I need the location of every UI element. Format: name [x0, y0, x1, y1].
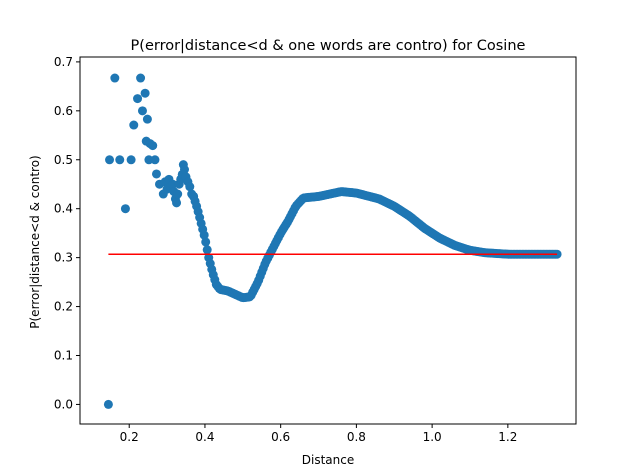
scatter-point: [148, 141, 158, 151]
scatter-point: [172, 198, 182, 208]
scatter-point: [180, 165, 190, 175]
scatter-point: [168, 179, 178, 189]
scatter-point: [110, 73, 120, 83]
y-tick-label: 0.2: [54, 300, 73, 314]
scatter-point: [201, 237, 211, 247]
y-tick-label: 0.4: [54, 202, 73, 216]
plot-frame: [79, 56, 577, 425]
x-tick-label: 0.4: [195, 430, 214, 444]
scatter-point: [137, 106, 147, 116]
scatter-point: [120, 204, 130, 214]
scatter-point: [136, 73, 146, 83]
y-tick-label: 0.6: [54, 104, 73, 118]
y-axis-label: P(error|distance<d & contro): [28, 155, 42, 328]
x-tick-label: 0.8: [347, 430, 366, 444]
scatter-point: [140, 88, 150, 98]
scatter-point: [133, 94, 143, 104]
y-tick-label: 0.7: [54, 55, 73, 69]
y-tick-label: 0.1: [54, 348, 73, 362]
scatter-point: [150, 155, 160, 165]
scatter-point: [115, 155, 125, 165]
scatter-point: [173, 189, 183, 199]
scatter-point: [126, 155, 136, 165]
x-tick-label: 1.2: [498, 430, 517, 444]
scatter-point: [129, 120, 139, 130]
x-axis-label: Distance: [302, 453, 354, 467]
scatter-point: [202, 245, 212, 255]
scatter-point: [151, 169, 161, 179]
y-tick-label: 0.0: [54, 397, 73, 411]
chart-title: P(error|distance<d & one words are contr…: [131, 38, 526, 54]
scatter-point: [103, 399, 113, 409]
y-tick-label: 0.3: [54, 251, 73, 265]
scatter-point: [105, 155, 115, 165]
x-tick-label: 0.2: [120, 430, 139, 444]
x-tick-label: 1.0: [423, 430, 442, 444]
scatter-point: [199, 230, 209, 240]
y-tick-label: 0.5: [54, 153, 73, 167]
x-tick-label: 0.6: [271, 430, 290, 444]
scatter-point: [185, 182, 195, 192]
scatter-point: [142, 114, 152, 124]
